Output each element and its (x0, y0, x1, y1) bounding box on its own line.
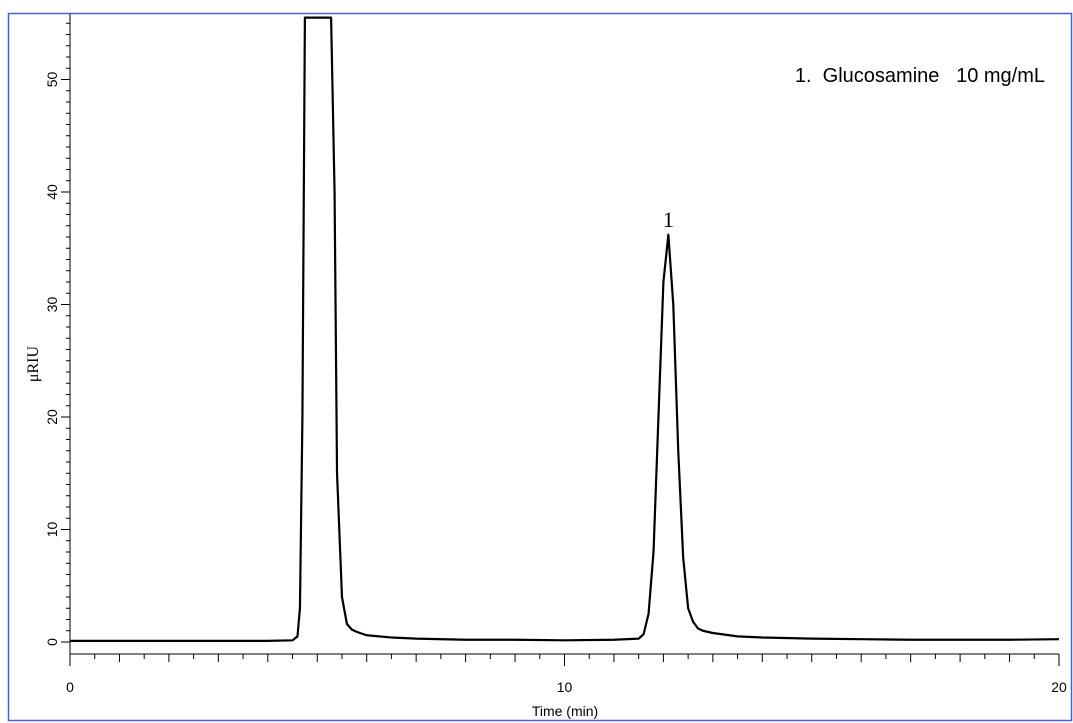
peak-labels: 1 (663, 207, 674, 232)
x-ticks: 0 10 20 (66, 654, 1067, 695)
peak-label: 1 (663, 207, 674, 232)
y-tick-label: 0 (44, 638, 60, 646)
y-tick-label: 30 (44, 297, 60, 313)
y-tick-label: 40 (44, 184, 60, 200)
chart-frame (7, 12, 1073, 722)
y-axis-title: μRIU (25, 345, 42, 382)
x-axis-title: Time (min) (532, 703, 598, 719)
y-tick-label: 10 (44, 522, 60, 538)
x-tick-label: 0 (66, 679, 74, 695)
chromatogram-trace (70, 16, 1060, 642)
legend-annotation: 1. Glucosamine 10 mg/mL (795, 65, 1045, 87)
y-tick-label: 20 (44, 409, 60, 425)
x-tick-label: 20 (1051, 679, 1067, 695)
y-tick-label: 50 (44, 72, 60, 88)
axes (69, 14, 1059, 655)
x-tick-label: 10 (557, 679, 573, 695)
y-ticks: 0 10 20 30 40 50 (44, 22, 70, 646)
